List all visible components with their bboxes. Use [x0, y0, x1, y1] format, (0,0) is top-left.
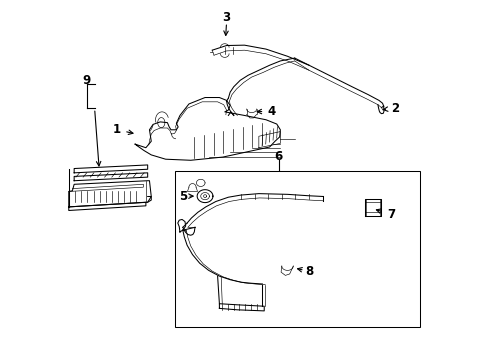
Text: 8: 8	[305, 265, 312, 278]
Text: 7: 7	[376, 208, 394, 221]
Text: 6: 6	[274, 150, 282, 163]
Text: 9: 9	[82, 74, 91, 87]
Text: 5: 5	[178, 190, 186, 203]
Text: 3: 3	[222, 12, 230, 24]
Text: 2: 2	[383, 102, 398, 115]
Text: 4: 4	[257, 105, 275, 118]
Text: 1: 1	[113, 123, 133, 136]
Bar	[174, 171, 419, 327]
